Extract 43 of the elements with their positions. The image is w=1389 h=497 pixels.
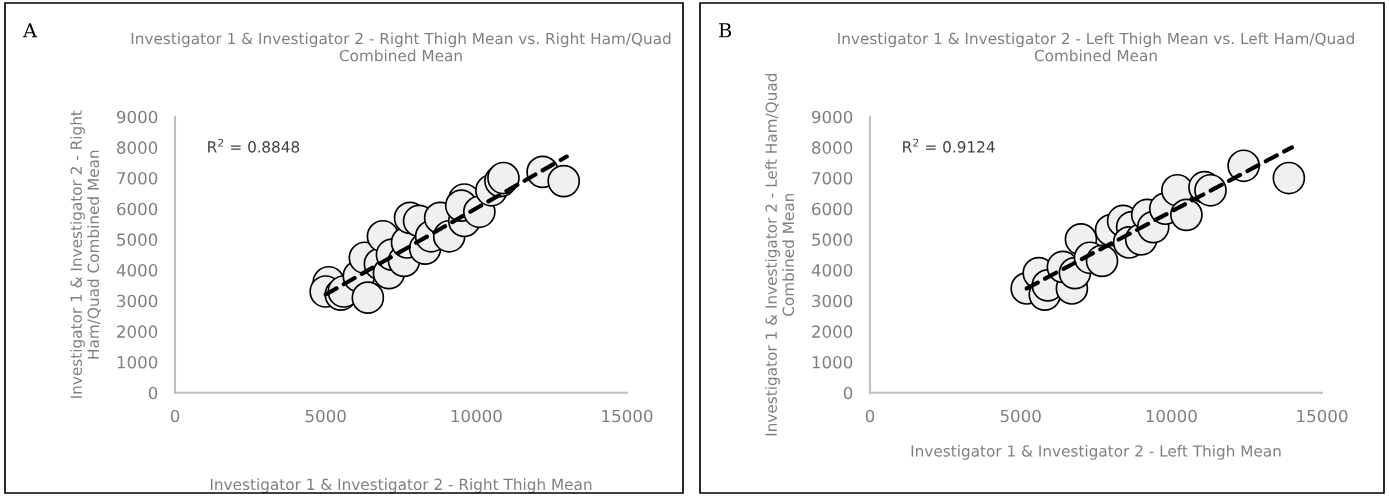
point — [547, 164, 581, 198]
x-tick-label: 15000 — [602, 409, 653, 423]
x-axis-title: Investigator 1 & Investigator 2 - Right Thigh Mean — [210, 478, 592, 494]
y-tick-label: 4000 — [811, 264, 853, 277]
chart-title: Investigator 1 & Investigator 2 - Left Thigh Mean vs. Left Ham/Quad Combined Mean — [838, 32, 1354, 62]
x-tick-label: 5000 — [305, 409, 346, 423]
annotation: R$^{2}$ = 0.9124 — [903, 138, 995, 153]
x-tick-label: 0 — [865, 409, 875, 423]
y-tick-label: 3000 — [812, 294, 853, 308]
y-tick-label: 8000 — [117, 141, 158, 154]
y-tick-label: 7000 — [812, 172, 853, 185]
y-tick-label: 9000 — [116, 110, 158, 124]
y-tick-label: 0 — [148, 386, 158, 400]
y-tick-label: 6000 — [117, 202, 158, 216]
x-tick-label: 0 — [170, 409, 180, 423]
y-tick-label: 5000 — [117, 233, 158, 246]
point — [351, 281, 385, 314]
chart-title: Investigator 1 & Investigator 2 - Right Thigh Mean vs. Right Ham/Quad Combined Mean — [131, 32, 671, 62]
y-tick-label: 1000 — [117, 356, 158, 369]
y-tick-label: 0 — [843, 386, 853, 400]
x-tick-label: 15000 — [1297, 409, 1348, 423]
y-tick-label: 8000 — [812, 141, 853, 154]
y-tick-label: 4000 — [116, 264, 158, 277]
point — [1085, 244, 1119, 278]
text: A — [22, 23, 38, 38]
y-tick-label: 3000 — [117, 294, 158, 308]
y-axis-title: Investigator 1 & Investigator 2 - Left Ham/Quad Combined Mean — [765, 73, 795, 436]
y-tick-label: 2000 — [812, 325, 853, 338]
annotation: R$^{2}$ = 0.8848 — [208, 138, 300, 153]
x-tick-label: 10000 — [1146, 409, 1197, 423]
point — [1272, 161, 1306, 195]
y-tick-label: 9000 — [811, 110, 853, 124]
point — [1170, 198, 1203, 232]
x-tick-label: 5000 — [1000, 409, 1041, 423]
text: B — [719, 23, 732, 38]
y-tick-label: 7000 — [117, 172, 158, 185]
y-tick-label: 1000 — [812, 356, 853, 369]
y-axis-title: Investigator 1 & Investigator 2 - Right Ham/Quad Combined Mean — [70, 110, 101, 398]
y-tick-label: 5000 — [812, 233, 853, 246]
y-tick-label: 6000 — [812, 202, 853, 216]
x-tick-label: 10000 — [451, 409, 502, 423]
y-tick-label: 2000 — [117, 325, 158, 338]
x-axis-title: Investigator 1 & Investigator 2 - Left Thigh Mean — [911, 444, 1281, 460]
